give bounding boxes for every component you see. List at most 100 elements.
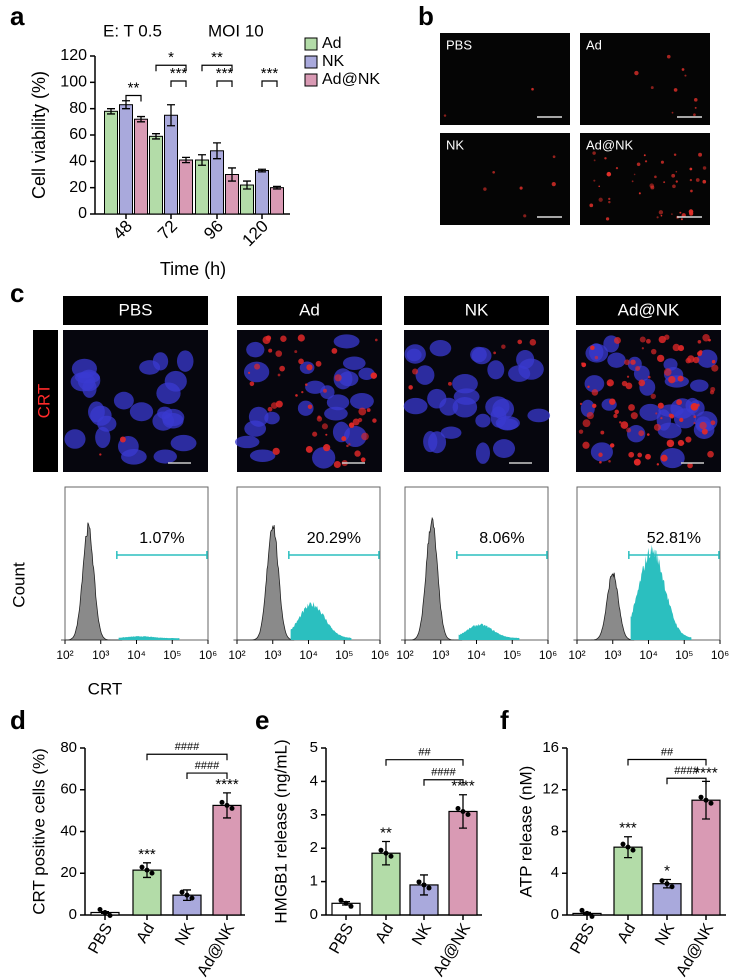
replicate-dot	[426, 885, 432, 891]
replicate-dot	[338, 897, 344, 903]
crt-signal	[679, 417, 684, 422]
significance-label: ####	[175, 741, 200, 753]
x-tick-label: PBS	[85, 921, 116, 957]
error-bar	[107, 108, 115, 115]
image-label: NK	[446, 137, 464, 152]
gate-marker	[628, 551, 720, 559]
crt-signal	[676, 399, 683, 406]
significance-bracket	[423, 779, 464, 786]
nucleus	[244, 420, 267, 437]
fluorescent-spot	[615, 167, 619, 170]
significance-bracket	[627, 758, 707, 766]
x-tick-label: 10²	[396, 648, 413, 662]
significance-label: ##	[418, 747, 431, 759]
crt-signal	[697, 351, 703, 357]
replicate-dot	[139, 864, 145, 870]
fluorescent-spot	[598, 197, 603, 202]
significance-label: **	[128, 79, 140, 96]
crt-signal	[268, 348, 273, 353]
nucleus	[153, 449, 177, 464]
bar	[255, 170, 269, 215]
gate-percent: 8.06%	[479, 530, 524, 547]
crt-signal	[606, 379, 614, 387]
nucleus	[305, 380, 326, 394]
crt-signal	[701, 428, 708, 435]
bar	[164, 114, 178, 215]
x-tick-label: 10⁶	[711, 648, 729, 662]
panel-letter: c	[10, 278, 24, 308]
crt-signal	[529, 339, 537, 346]
crt-signal	[307, 404, 313, 410]
nucleus	[452, 396, 478, 418]
crt-signal	[587, 385, 590, 389]
crt-signal	[628, 451, 635, 458]
crt-signal	[641, 347, 644, 350]
significance-label: *	[664, 862, 670, 879]
x-tick-label: PBS	[326, 921, 357, 957]
significance-label: ****	[215, 776, 239, 793]
bar	[179, 159, 193, 215]
panel-letter: f	[500, 705, 509, 735]
replicate-dot	[229, 805, 235, 811]
nucleus	[176, 350, 194, 372]
stain-label: CRT	[34, 384, 53, 419]
crt-signal	[99, 453, 102, 456]
nucleus	[234, 435, 260, 449]
crt-signal	[275, 400, 283, 408]
significance-bracket	[666, 777, 707, 785]
nucleus	[639, 403, 662, 421]
x-axis-label: CRT	[88, 679, 123, 698]
fluorescent-spot	[693, 113, 696, 117]
replicate-dot	[383, 850, 389, 856]
crt-signal	[321, 423, 328, 430]
crt-signal	[590, 345, 595, 351]
crt-signal	[295, 394, 298, 397]
crt-signal	[334, 374, 342, 382]
nucleus	[326, 394, 350, 411]
crt-signal	[598, 452, 603, 457]
crt-signal	[594, 355, 599, 360]
crt-signal	[707, 450, 714, 458]
crt-signal	[357, 417, 363, 423]
fluorescent-spot	[605, 217, 610, 221]
fluorescent-spot	[680, 218, 683, 221]
x-tick-label: 10³	[264, 648, 281, 662]
replicate-dot	[343, 900, 349, 906]
nucleus	[312, 446, 336, 469]
y-tick-label: 0	[69, 906, 77, 923]
nucleus	[584, 375, 605, 393]
crt-signal	[305, 445, 313, 453]
x-tick-label: 10⁴	[639, 648, 658, 662]
replicate-dot	[378, 847, 384, 853]
significance-bracket	[216, 80, 233, 88]
nucleus	[657, 422, 682, 439]
x-tick-label: Ad@NK	[194, 920, 238, 979]
nucleus	[95, 426, 111, 448]
fluorescence-image	[440, 33, 570, 125]
crt-signal	[650, 348, 657, 355]
significance-label: **	[211, 49, 223, 66]
crt-signal	[639, 336, 646, 343]
y-tick-label: 5	[310, 739, 318, 756]
nucleus	[663, 358, 678, 371]
nucleus	[342, 356, 366, 370]
replicate-dot	[416, 879, 422, 885]
crt-signal	[582, 441, 590, 449]
gate-marker	[116, 551, 208, 559]
crt-signal	[312, 431, 318, 437]
nucleus	[249, 449, 276, 463]
x-tick-label: 10⁴	[127, 648, 146, 662]
fluorescent-spot	[689, 178, 693, 182]
significance-label: ##	[661, 746, 674, 758]
x-tick-label: 48	[109, 217, 136, 244]
replicate-dot	[703, 797, 709, 803]
replicate-dot	[698, 794, 704, 800]
y-tick-label: 0	[551, 906, 559, 923]
y-tick-label: 20	[60, 864, 77, 881]
x-tick-label: NK	[652, 920, 678, 948]
nucleus	[475, 442, 491, 464]
crt-signal	[374, 338, 378, 342]
nucleus	[406, 348, 422, 362]
fluorescent-spot	[656, 216, 659, 219]
replicate-dot	[625, 844, 631, 850]
